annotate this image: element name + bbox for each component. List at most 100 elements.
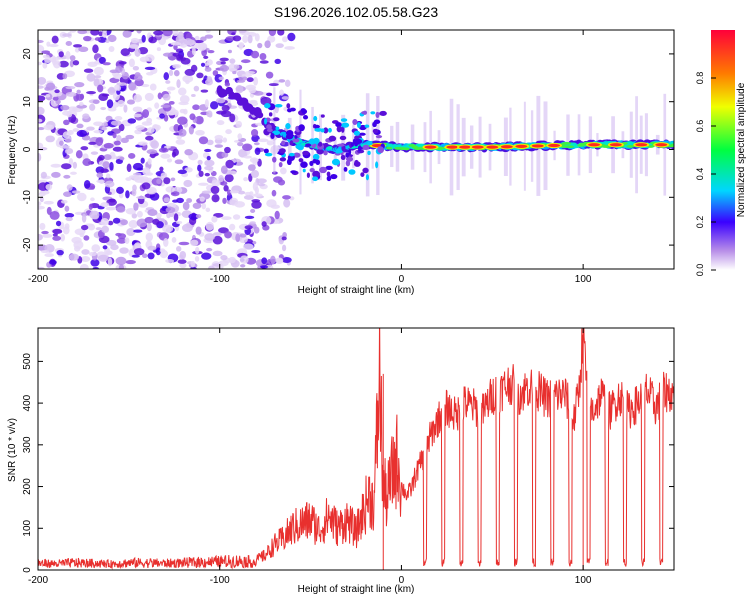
heatmap-noise-cell: [146, 223, 152, 232]
heatmap-noise-cell: [147, 209, 158, 217]
heatmap-transition-cell: [268, 112, 273, 117]
heatmap-noise-cell: [110, 120, 122, 126]
heatmap-noise-cell: [40, 249, 50, 254]
colorbar: 0.0 0.2 0.4 0.6 0.8 Normalized spectral ampl…: [695, 30, 747, 276]
heatmap-transition-cell: [375, 161, 379, 169]
heatmap-noise-cell: [195, 129, 205, 136]
ridge-peak: [486, 145, 499, 149]
heatmap-noise-cell: [93, 78, 100, 87]
heatmap-noise-cell: [261, 221, 267, 227]
heatmap-noise-cell: [252, 193, 263, 198]
heatmap-noise-cell: [45, 94, 51, 98]
heatmap-noise-cell: [133, 175, 145, 183]
heatmap-noise-cell: [65, 85, 76, 90]
heatmap-noise-cell: [267, 35, 276, 43]
heatmap-transition-cell: [367, 141, 373, 146]
heatmap-noise-cell: [229, 113, 236, 123]
heatmap-noise-cell: [174, 159, 184, 165]
heatmap-transition-cell: [353, 130, 361, 136]
heatmap-noise-cell: [176, 54, 184, 61]
heatmap-transition-cell: [312, 170, 320, 178]
heatmap-noise-cell: [198, 136, 209, 145]
heatmap-noise-cell: [89, 103, 96, 111]
heatmap-noise-cell: [260, 265, 269, 269]
heatmap-noise-cell: [128, 58, 135, 68]
heatmap-noise-cell: [141, 34, 146, 43]
heatmap-noise-cell: [240, 264, 246, 268]
heatmap-noise-cell: [157, 92, 163, 100]
heatmap-noise-cell: [65, 91, 77, 97]
heatmap-noise-cell: [94, 75, 102, 79]
heatmap-noise-cell: [128, 220, 138, 229]
heatmap-noise-cell: [166, 202, 177, 209]
heatmap-noise-cell: [218, 76, 225, 81]
heatmap-noise-cell: [38, 95, 46, 102]
heatmap-noise-cell: [190, 64, 198, 73]
heatmap-noise-cell: [72, 161, 78, 169]
heatmap-noise-cell: [54, 89, 60, 94]
heatmap-noise-cell: [170, 41, 182, 46]
heatmap-noise-cell: [93, 121, 104, 126]
heatmap-noise-cell: [244, 70, 256, 75]
heatmap-noise-cell: [254, 186, 259, 195]
heatmap-noise-cell: [170, 191, 180, 197]
heatmap-noise-cell: [49, 259, 57, 265]
heatmap-noise-cell: [38, 266, 45, 269]
heatmap-noise-cell: [236, 79, 246, 83]
heatmap-noise-cell: [38, 153, 42, 162]
snr-y-tick-label: 400: [22, 394, 33, 411]
heatmap-noise-cell: [163, 114, 169, 122]
ridge-peak: [609, 143, 622, 147]
heatmap-noise-cell: [45, 135, 56, 143]
heatmap-noise-cell: [176, 135, 182, 140]
heatmap-noise-cell: [179, 250, 187, 260]
heatmap-transition-cell: [272, 156, 277, 163]
ridge-peak: [515, 144, 528, 148]
ridge-cell: [326, 146, 333, 150]
heatmap-noise-cell: [232, 71, 237, 75]
heatmap-noise-cell: [219, 64, 230, 72]
heatmap-noise-cell: [211, 194, 220, 203]
heatmap-noise-cell: [206, 247, 213, 252]
heatmap-noise-cell: [135, 125, 145, 131]
ridge-peak: [635, 143, 648, 147]
heatmap-transition-cell: [335, 122, 342, 128]
heatmap-noise-cell: [126, 99, 135, 105]
heatmap-noise-cell: [147, 127, 155, 134]
heatmap-noise-cell: [216, 120, 225, 126]
heatmap-noise-cell: [41, 233, 53, 238]
heatmap-noise-cell: [207, 265, 215, 269]
ridge-peak: [446, 145, 459, 149]
heatmap-noise-cell: [64, 205, 70, 212]
heatmap-transition-cell: [343, 166, 348, 172]
heatmap-noise-cell: [55, 99, 61, 105]
heatmap-noise-cell: [52, 57, 57, 66]
snr-x-ticks: -200 -100 0 100: [28, 328, 592, 586]
spectrogram-y-tick-label: -20: [22, 237, 33, 252]
heatmap-noise-cell: [83, 235, 90, 241]
snr-x-tick-label: 0: [399, 575, 405, 586]
heatmap-noise-cell: [115, 158, 123, 165]
heatmap-noise-cell: [133, 229, 143, 233]
heatmap-noise-cell: [118, 123, 125, 132]
colorbar-tick-label: 0.8: [695, 72, 705, 85]
heatmap-noise-cell: [80, 255, 91, 262]
heatmap-noise-cell: [162, 30, 173, 37]
heatmap-noise-cell: [254, 33, 260, 42]
heatmap-noise-cell: [154, 102, 160, 109]
heatmap-noise-cell: [175, 35, 185, 45]
heatmap-noise-cell: [90, 258, 100, 267]
heatmap-transition-cell: [326, 175, 332, 182]
heatmap-noise-cell: [71, 236, 82, 244]
heatmap-noise-cell: [163, 238, 169, 247]
heatmap-noise-cell: [103, 142, 114, 149]
heatmap-transition-cell: [345, 152, 350, 158]
heatmap-noise-cell: [38, 201, 42, 206]
ridge-peak: [655, 143, 668, 147]
heatmap-noise-cell: [69, 30, 77, 33]
heatmap-noise-cell: [201, 49, 208, 57]
heatmap-transition-cell: [345, 160, 351, 167]
heatmap-noise-cell: [270, 255, 276, 265]
heatmap-noise-cell: [105, 39, 110, 43]
heatmap-transition-cell: [285, 133, 294, 140]
